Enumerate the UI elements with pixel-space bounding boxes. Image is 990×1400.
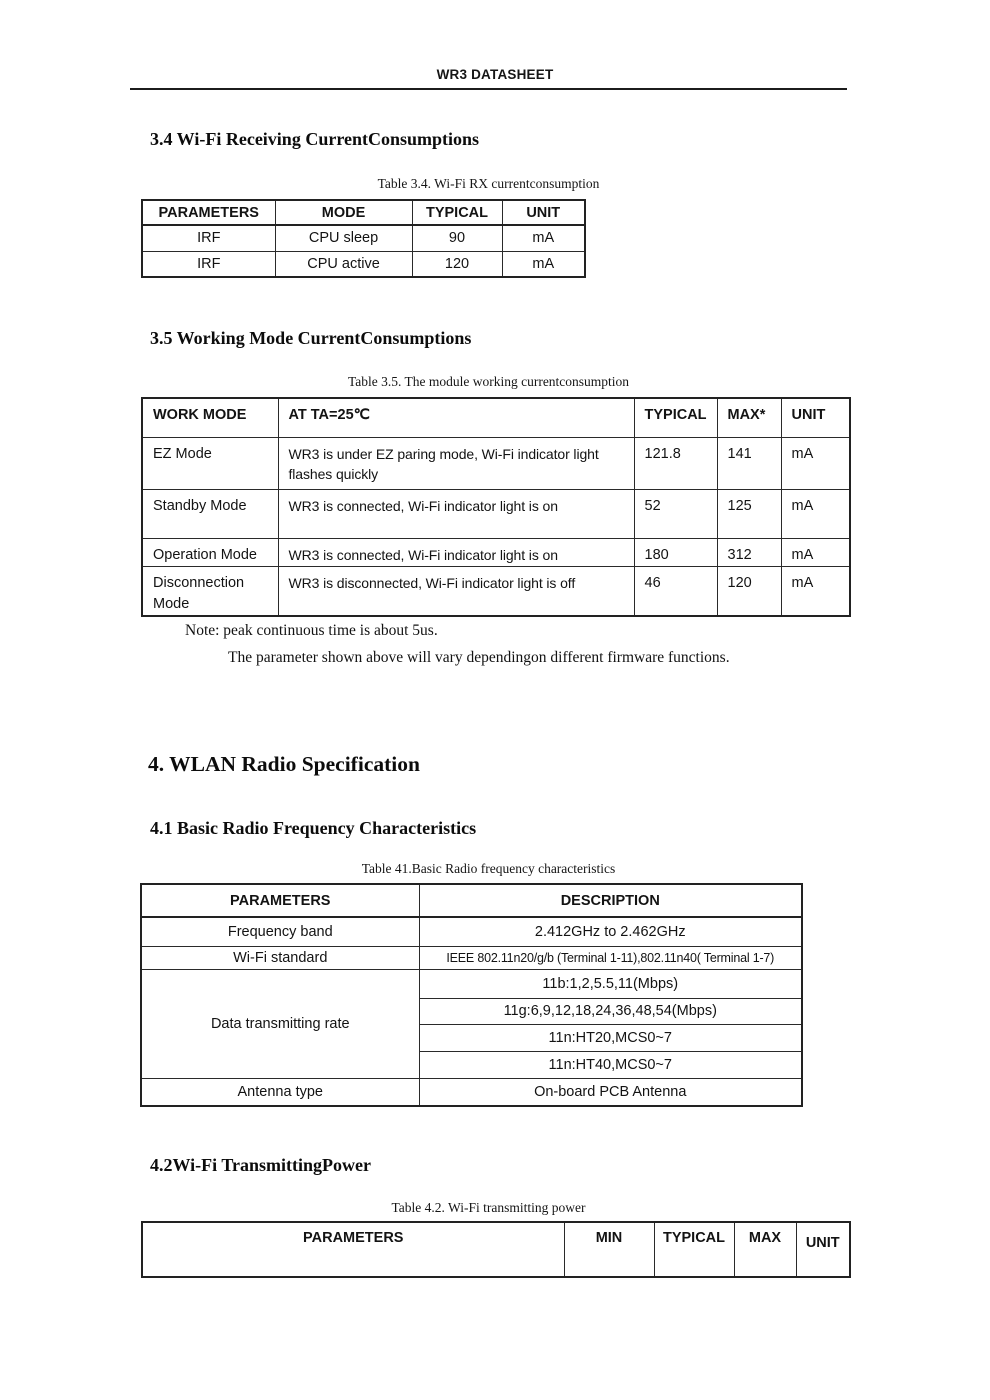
cell-unit: mA [780, 565, 851, 617]
table-row: Operation Mode WR3 is connected, Wi-Fi i… [141, 537, 851, 567]
column-header-parameters: PARAMETERS [140, 883, 420, 918]
table-header-row: WORK MODE AT TA=25℃ TYPICAL MAX* UNIT [141, 397, 851, 438]
table-header-row: PARAMETERS MIN TYPICAL MAX UNIT [141, 1221, 851, 1278]
table-row: Antenna type On-board PCB Antenna [140, 1077, 803, 1107]
cell-work-mode: EZ Mode [141, 436, 279, 490]
cell-work-mode: Standby Mode [141, 488, 279, 539]
column-header-unit: UNIT [780, 397, 851, 438]
table-rx-current: PARAMETERS MODE TYPICAL UNIT IRF CPU sle… [141, 199, 586, 278]
cell-typical: 52 [633, 488, 718, 539]
cell-typical: 90 [411, 224, 503, 252]
cell-parameter: Wi-Fi standard [140, 945, 420, 970]
table-caption-3-5: Table 3.5. The module working currentcon… [347, 374, 630, 389]
column-header-max: MAX* [716, 397, 782, 438]
cell-parameter: Antenna type [140, 1077, 420, 1107]
column-header-parameters: PARAMETERS [141, 1221, 565, 1278]
table-row: 11g:6,9,12,18,24,36,48,54(Mbps) [141, 997, 803, 1025]
cell-unit: mA [780, 436, 851, 490]
cell-max: 120 [716, 565, 782, 617]
header-rule [130, 88, 847, 90]
section-heading-4-1: 4.1 Basic Radio Frequency Characteristic… [150, 818, 477, 838]
table-working-current: WORK MODE AT TA=25℃ TYPICAL MAX* UNIT EZ… [141, 397, 851, 617]
cell-condition: WR3 is under EZ paring mode, Wi-Fi indic… [277, 436, 635, 490]
cell-condition: WR3 is connected, Wi-Fi indicator light … [277, 488, 635, 539]
column-header-mode: MODE [274, 199, 413, 226]
cell-description: 11g:6,9,12,18,24,36,48,54(Mbps) [418, 997, 803, 1025]
column-header-work-mode: WORK MODE [141, 397, 279, 438]
column-header-condition: AT TA=25℃ [277, 397, 635, 438]
unit-header-text: UNIT [805, 1235, 840, 1251]
cell-mode: CPU active [274, 250, 413, 278]
column-header-parameters: PARAMETERS [141, 199, 276, 226]
table-row: 11n:HT20,MCS0~7 [141, 1023, 803, 1052]
table-caption-3-4: Table 3.4. Wi-Fi RX currentconsumption [377, 176, 600, 191]
page-header-title: WR3 DATASHEET [436, 67, 554, 82]
table-row: Frequency band 2.412GHz to 2.462GHz [140, 916, 803, 947]
cell-description: 11n:HT40,MCS0~7 [418, 1050, 803, 1079]
cell-parameters: IRF [141, 250, 276, 278]
note-line-1: Note: peak continuous time is about 5us. [185, 622, 438, 639]
column-header-description: DESCRIPTION [418, 883, 803, 918]
section-heading-3-5: 3.5 Working Mode CurrentConsumptions [150, 328, 472, 348]
column-header-typical: TYPICAL [653, 1221, 735, 1278]
cell-work-mode: Disconnection Mode [141, 565, 279, 617]
column-header-typical: TYPICAL [633, 397, 718, 438]
cell-parameter: Frequency band [140, 916, 420, 947]
column-header-unit: UNIT [501, 199, 586, 226]
cell-max: 141 [716, 436, 782, 490]
table-row: Disconnection Mode WR3 is disconnected, … [141, 565, 851, 617]
section-heading-3-4: 3.4 Wi-Fi Receiving CurrentConsumptions [150, 129, 480, 149]
cell-description: On-board PCB Antenna [418, 1077, 803, 1107]
table-tx-power: PARAMETERS MIN TYPICAL MAX UNIT [141, 1221, 851, 1278]
cell-description: IEEE 802.11n20/g/b (Terminal 1-11),802.1… [418, 945, 803, 970]
table-caption-4-2: Table 4.2. Wi-Fi transmitting power [391, 1200, 586, 1215]
table-header-row: PARAMETERS DESCRIPTION [140, 883, 803, 918]
note-line-2: The parameter shown above will vary depe… [228, 649, 730, 666]
column-header-min: MIN [563, 1221, 655, 1278]
cell-max: 125 [716, 488, 782, 539]
table-row: Standby Mode WR3 is connected, Wi-Fi ind… [141, 488, 851, 539]
column-header-max: MAX [733, 1221, 797, 1278]
cell-typical: 46 [633, 565, 718, 617]
table-radio-characteristics: PARAMETERS DESCRIPTION Frequency band 2.… [140, 883, 803, 1107]
cell-parameter: Data transmitting rate [140, 968, 420, 1079]
cell-condition: WR3 is connected, Wi-Fi indicator light … [277, 537, 635, 567]
cell-description: 11n:HT20,MCS0~7 [418, 1023, 803, 1052]
cell-typical: 121.8 [633, 436, 718, 490]
cell-work-mode: Operation Mode [141, 537, 279, 567]
cell-mode: CPU sleep [274, 224, 413, 252]
cell-typical: 120 [411, 250, 503, 278]
column-header-unit: UNIT [795, 1221, 851, 1278]
section-heading-4-2: 4.2Wi-Fi TransmittingPower [150, 1155, 371, 1175]
cell-description: 2.412GHz to 2.462GHz [418, 916, 803, 947]
cell-description: 11b:1,2,5.5,11(Mbps) [418, 968, 803, 999]
table-row: Wi-Fi standard IEEE 802.11n20/g/b (Termi… [140, 945, 803, 970]
cell-unit: mA [501, 224, 586, 252]
table-header-row: PARAMETERS MODE TYPICAL UNIT [141, 199, 586, 226]
cell-typical: 180 [633, 537, 718, 567]
cell-parameters: IRF [141, 224, 276, 252]
table-row: EZ Mode WR3 is under EZ paring mode, Wi-… [141, 436, 851, 490]
cell-unit: mA [780, 537, 851, 567]
table-row: Data transmitting rate 11b:1,2,5.5,11(Mb… [140, 968, 803, 1079]
table-row: IRF CPU sleep 90 mA [141, 224, 586, 252]
cell-unit: mA [501, 250, 586, 278]
cell-max: 312 [716, 537, 782, 567]
section-heading-4: 4. WLAN Radio Specification [148, 752, 420, 776]
cell-unit: mA [780, 488, 851, 539]
table-caption-4-1: Table 41.Basic Radio frequency character… [361, 861, 616, 876]
column-header-typical: TYPICAL [411, 199, 503, 226]
cell-condition: WR3 is disconnected, Wi-Fi indicator lig… [277, 565, 635, 617]
table-row: IRF CPU active 120 mA [141, 250, 586, 278]
